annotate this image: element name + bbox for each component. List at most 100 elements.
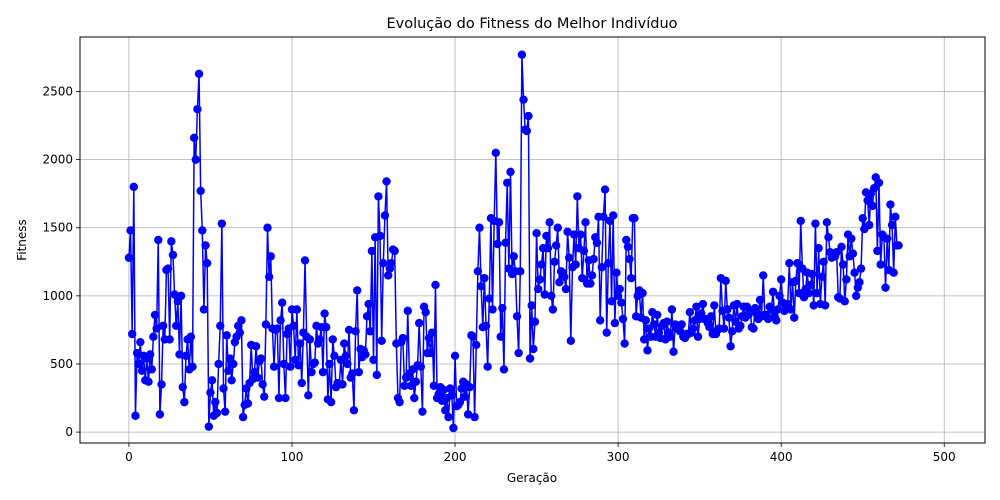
data-point xyxy=(819,257,828,266)
data-point xyxy=(519,95,528,104)
data-point xyxy=(824,233,833,242)
data-point xyxy=(375,231,385,241)
data-point xyxy=(723,305,732,314)
data-point xyxy=(517,50,527,59)
data-point xyxy=(821,301,830,310)
data-point xyxy=(555,278,564,287)
data-point xyxy=(610,318,620,328)
data-point xyxy=(216,321,225,331)
data-point xyxy=(428,328,437,337)
data-point xyxy=(227,376,236,385)
chart-title: Evolução do Fitness do Melhor Indivíduo xyxy=(386,16,677,32)
data-point xyxy=(154,235,163,245)
data-point xyxy=(310,358,320,367)
data-point xyxy=(609,211,618,220)
data-point xyxy=(426,348,435,358)
data-point xyxy=(527,301,536,310)
data-point xyxy=(719,324,729,333)
data-point xyxy=(874,178,884,187)
data-point xyxy=(212,408,222,418)
data-point xyxy=(455,397,465,407)
data-point xyxy=(529,344,538,354)
data-point xyxy=(194,69,204,78)
data-point xyxy=(158,321,168,331)
data-point xyxy=(530,317,540,326)
data-point xyxy=(211,397,220,407)
data-point xyxy=(736,321,745,331)
data-point xyxy=(202,258,212,268)
data-point xyxy=(669,347,678,356)
data-point xyxy=(217,219,227,228)
data-point xyxy=(149,332,158,341)
data-point xyxy=(460,392,470,401)
data-point xyxy=(362,312,372,321)
data-point xyxy=(832,248,841,257)
data-point xyxy=(571,260,580,269)
data-point xyxy=(472,340,481,350)
data-point xyxy=(869,184,879,193)
y-tick-label: 500 xyxy=(50,357,73,371)
data-point xyxy=(165,335,174,344)
data-point xyxy=(348,369,357,378)
data-point xyxy=(294,361,303,370)
data-point xyxy=(127,329,137,339)
data-point xyxy=(243,399,253,408)
data-point xyxy=(411,377,421,386)
data-point xyxy=(586,279,595,288)
data-point xyxy=(775,291,784,301)
data-point xyxy=(767,305,776,314)
data-point xyxy=(791,276,801,286)
data-point xyxy=(136,337,145,347)
data-point xyxy=(806,280,815,290)
data-point xyxy=(307,367,316,377)
x-tick-label: 400 xyxy=(770,450,793,464)
data-point xyxy=(499,365,509,374)
data-point xyxy=(891,212,900,222)
data-point xyxy=(612,268,621,277)
data-point xyxy=(688,324,698,333)
data-point xyxy=(204,422,214,431)
data-point xyxy=(322,322,331,332)
data-point xyxy=(295,339,305,348)
data-point xyxy=(238,412,248,422)
data-point xyxy=(677,320,686,329)
data-point xyxy=(201,241,210,250)
data-point xyxy=(597,263,606,272)
data-point xyxy=(269,362,279,371)
data-point xyxy=(387,258,396,268)
data-point xyxy=(589,254,598,264)
data-point xyxy=(264,272,274,281)
data-point xyxy=(439,385,448,395)
data-point xyxy=(793,258,802,268)
data-point xyxy=(292,305,302,314)
data-point xyxy=(811,219,820,228)
data-point xyxy=(343,359,352,369)
data-point xyxy=(224,366,233,375)
data-point xyxy=(759,271,768,280)
data-point xyxy=(876,260,885,269)
data-point xyxy=(622,235,631,245)
data-point xyxy=(326,397,336,407)
data-point xyxy=(804,288,814,298)
data-point xyxy=(496,332,505,341)
data-point xyxy=(595,316,605,325)
data-point xyxy=(318,367,328,377)
data-point xyxy=(625,254,634,264)
data-point xyxy=(550,257,559,266)
data-point xyxy=(543,243,553,253)
data-point xyxy=(450,351,460,361)
data-point xyxy=(134,359,143,369)
x-tick-label: 200 xyxy=(444,450,467,464)
y-tick-label: 0 xyxy=(65,425,73,439)
data-point xyxy=(400,381,409,390)
data-point xyxy=(379,258,388,268)
data-point xyxy=(353,286,362,295)
data-point xyxy=(807,269,817,279)
data-point xyxy=(516,267,525,276)
data-point xyxy=(858,214,867,223)
data-point xyxy=(525,354,535,363)
data-point xyxy=(354,367,364,377)
data-point xyxy=(868,201,877,211)
data-point xyxy=(790,313,799,322)
data-point xyxy=(886,200,895,209)
